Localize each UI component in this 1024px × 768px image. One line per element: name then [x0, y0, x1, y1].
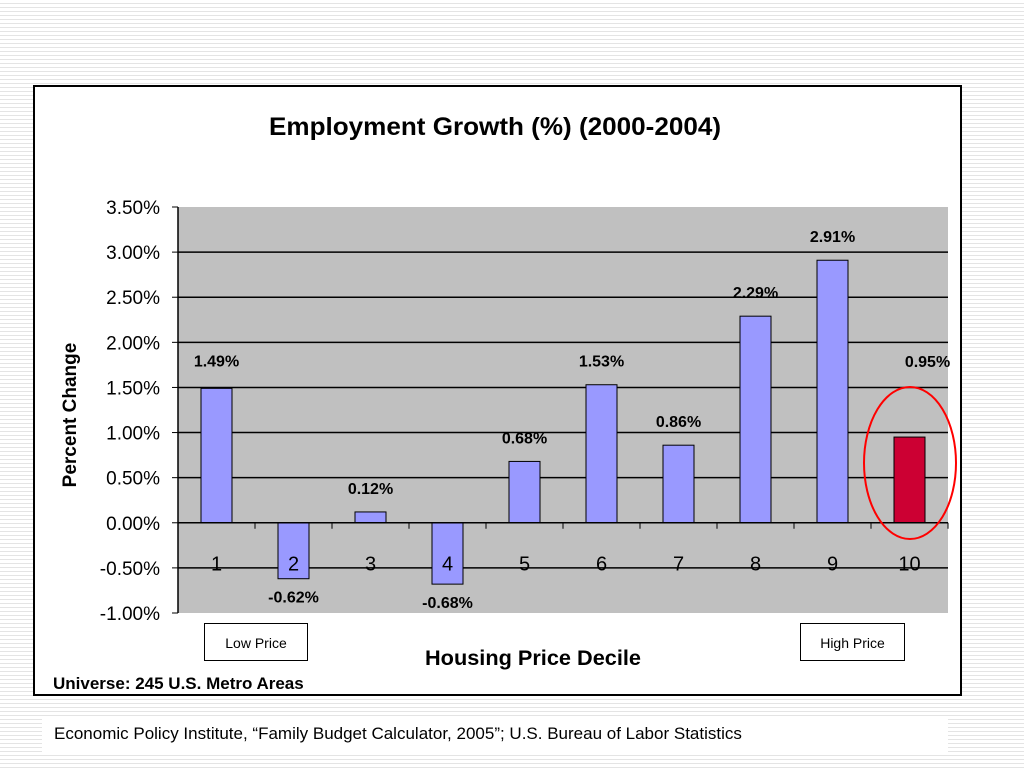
x-axis-title: Housing Price Decile [425, 647, 641, 670]
employment-growth-chart: Employment Growth (%) (2000-2004) 3.50%3… [60, 113, 957, 670]
y-tick-label: 3.50% [106, 198, 160, 219]
data-label-6: 1.53% [579, 354, 624, 371]
low-price-label: Low Price [204, 623, 308, 661]
bar-10 [893, 436, 926, 524]
bars [200, 259, 926, 585]
x-tick-label: 6 [596, 553, 607, 575]
universe-note: Universe: 245 U.S. Metro Areas [53, 674, 304, 693]
data-label-5: 0.68% [502, 430, 547, 447]
y-tick-label: 0.50% [106, 469, 160, 490]
bar-9 [816, 259, 849, 524]
bar-3 [354, 511, 387, 524]
x-tick-label: 7 [673, 553, 684, 575]
x-tick-label: 3 [365, 553, 376, 575]
bar-6 [585, 384, 618, 524]
data-label-2: -0.62% [268, 590, 319, 607]
data-label-4: -0.68% [422, 595, 473, 612]
y-tick-label: -1.00% [100, 604, 160, 625]
y-tick-label: 2.50% [106, 288, 160, 309]
x-tick-label: 4 [442, 553, 453, 575]
source-citation: Economic Policy Institute, “Family Budge… [42, 716, 948, 752]
y-tick-label: 3.00% [106, 243, 160, 264]
bar-1 [200, 387, 233, 524]
x-tick-label: 2 [288, 553, 299, 575]
x-tick-label: 1 [211, 553, 222, 575]
data-label-1: 1.49% [194, 353, 239, 370]
y-tick-label: 1.00% [106, 424, 160, 445]
x-tick-label: 9 [827, 553, 838, 575]
data-label-10: 0.95% [905, 354, 950, 371]
bar-4 [431, 522, 464, 585]
x-tick-label: 10 [898, 553, 920, 575]
bar-2 [277, 522, 310, 580]
data-label-3: 0.12% [348, 481, 393, 498]
bar-5 [508, 460, 541, 524]
high-price-label: High Price [800, 623, 905, 661]
bar-7 [662, 444, 695, 524]
y-tick-label: 2.00% [106, 333, 160, 354]
chart-title: Employment Growth (%) (2000-2004) [269, 113, 721, 141]
data-label-8: 2.29% [733, 285, 778, 302]
x-tick-label: 8 [750, 553, 761, 575]
data-label-7: 0.86% [656, 414, 701, 431]
y-tick-label: -0.50% [100, 559, 160, 580]
x-tick-label: 5 [519, 553, 530, 575]
data-labels: 1.49% -0.62% 0.12% -0.68% 0.68% 1.53% 0.86% 2.2… [194, 229, 950, 612]
y-axis-title: Percent Change [60, 343, 81, 488]
axes: 3.50% 3.00% 2.50% 2.00% 1.50% 1.00% 0.50% 0.00%… [100, 198, 949, 625]
y-tick-label: 1.50% [106, 378, 160, 399]
data-label-9: 2.91% [810, 229, 855, 246]
bar-8 [739, 315, 772, 524]
highlight-circle [863, 386, 957, 540]
y-tick-label: 0.00% [106, 514, 160, 535]
